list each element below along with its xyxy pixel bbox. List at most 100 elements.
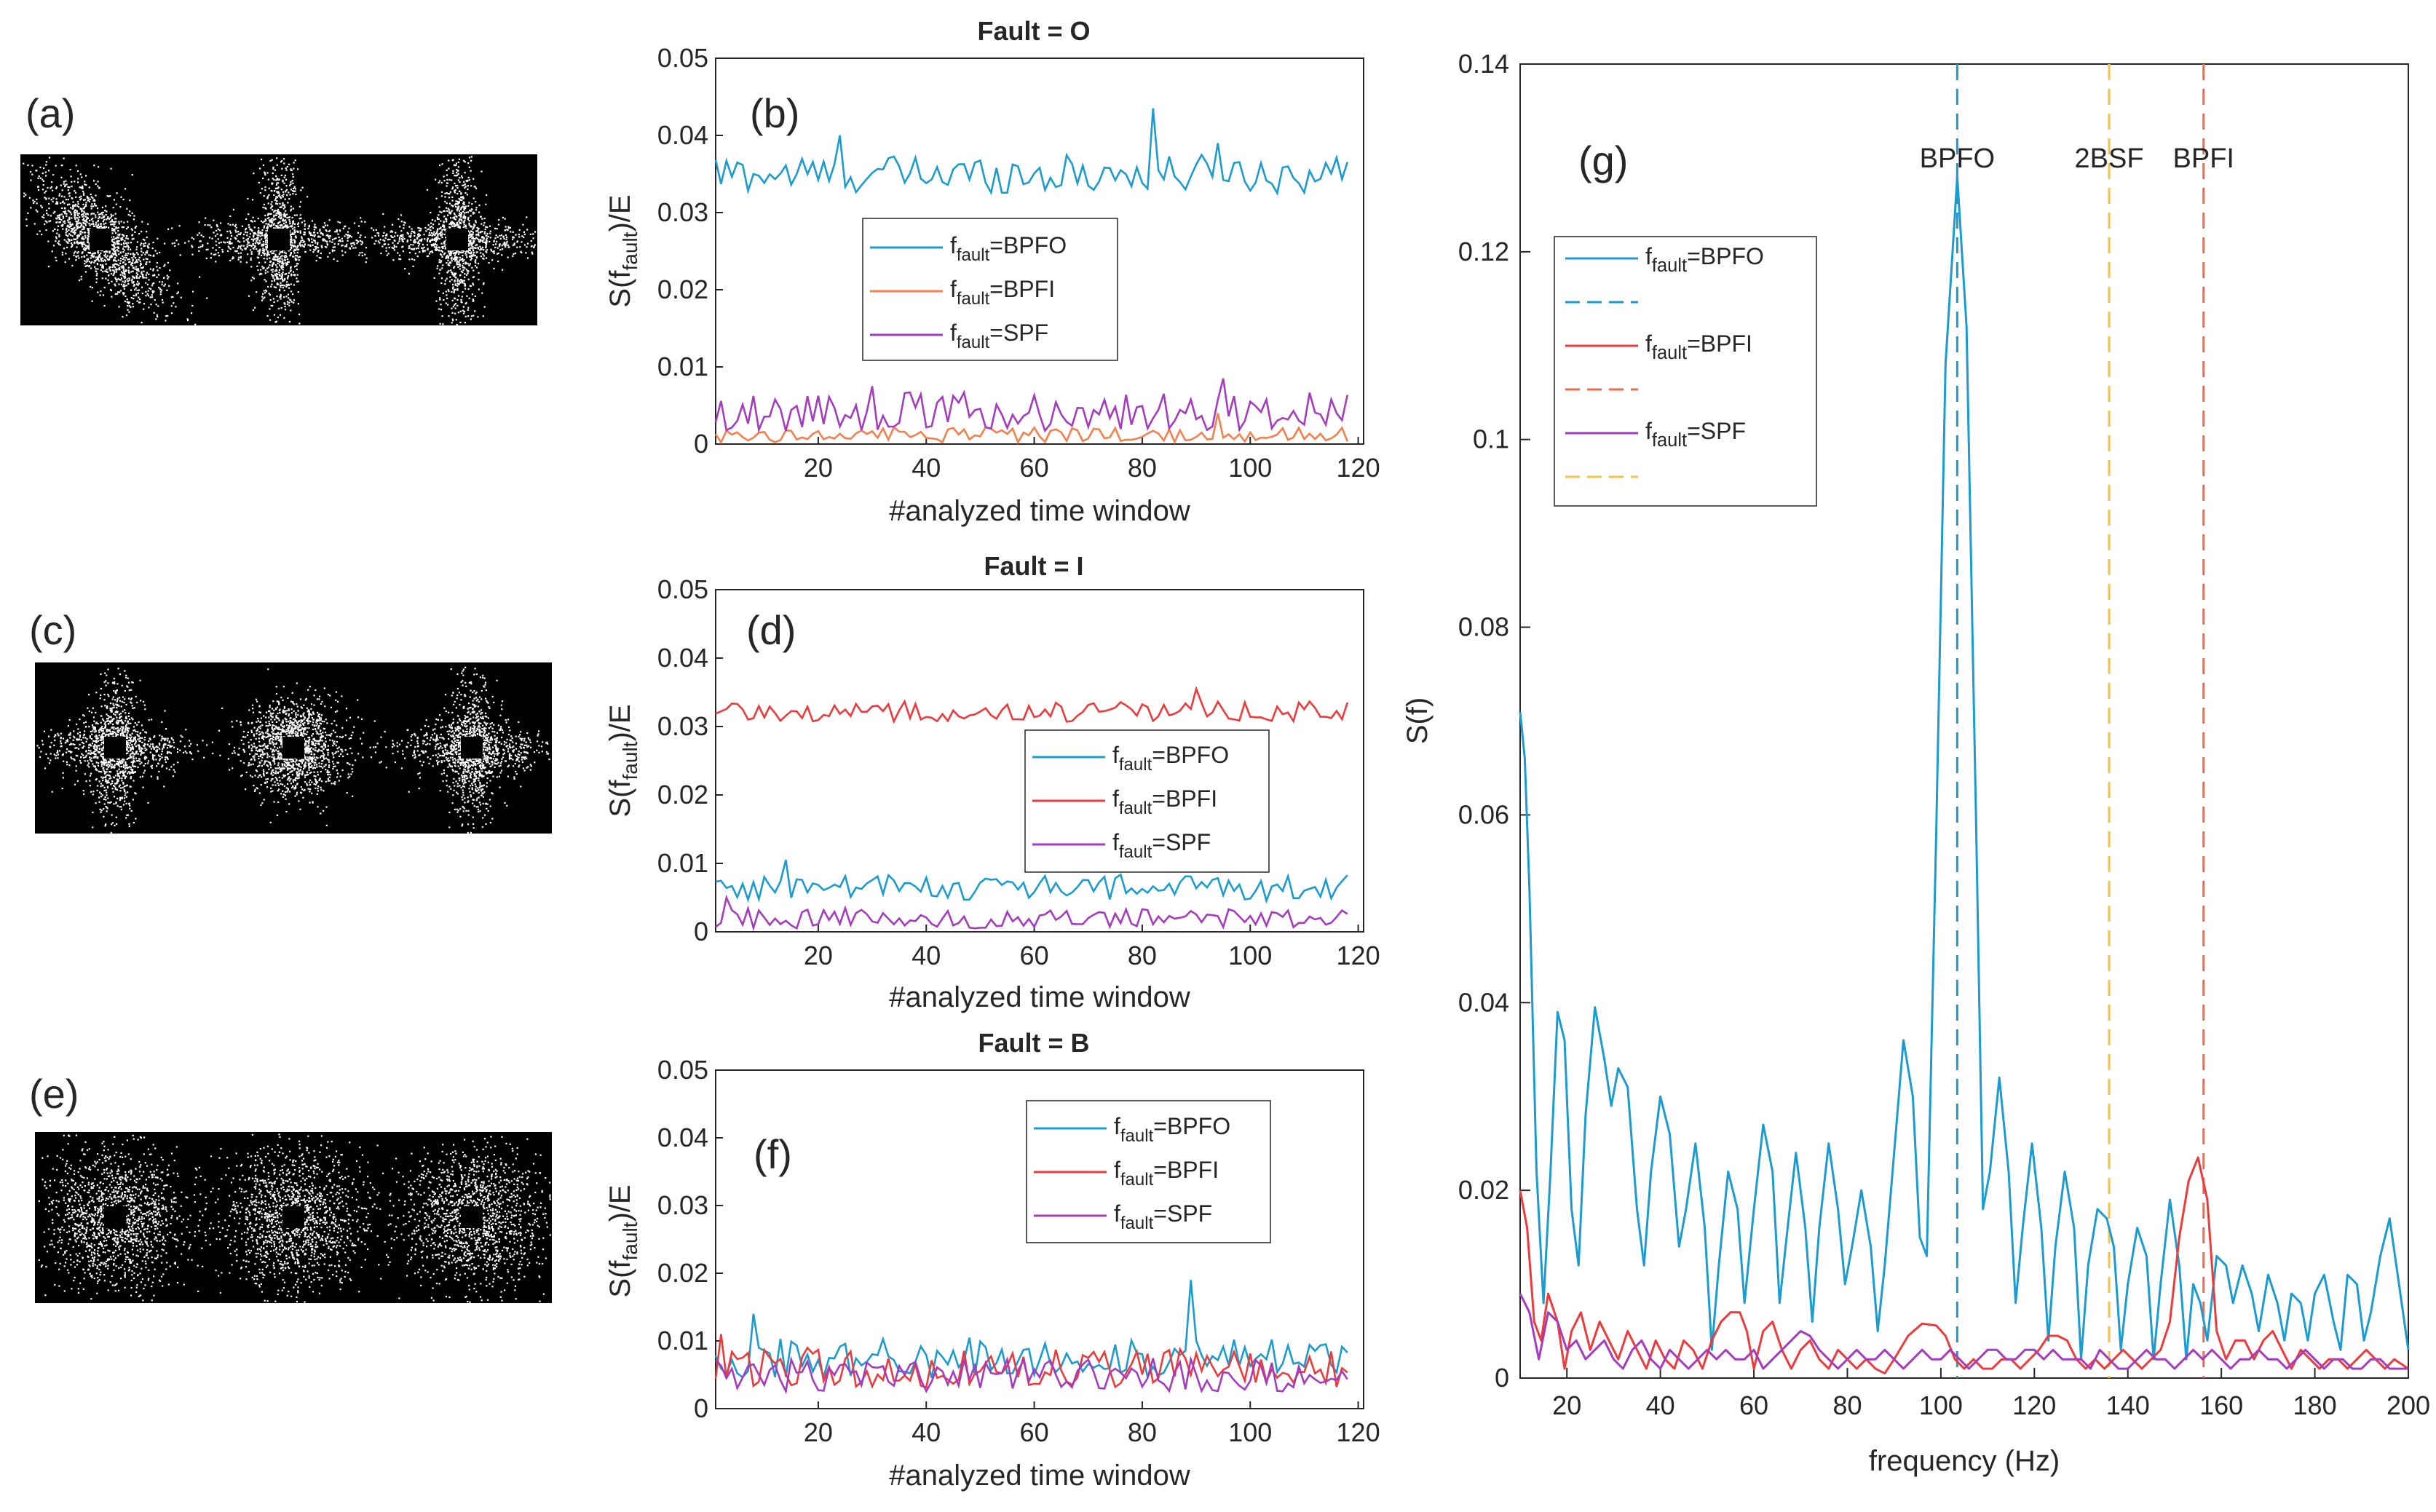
- scatter-dot: [333, 250, 336, 252]
- scatter-dot: [63, 157, 65, 159]
- scatter-dot: [414, 242, 416, 244]
- scatter-dot: [118, 242, 120, 245]
- scatter-dot: [440, 211, 443, 213]
- scatter-dot: [146, 245, 149, 247]
- scatter-dot: [80, 278, 82, 280]
- scatter-dot: [149, 261, 151, 263]
- scatter-dot: [103, 760, 105, 762]
- scatter-dot: [125, 703, 127, 706]
- scatter-dot: [486, 257, 488, 259]
- scatter-dot: [118, 221, 120, 223]
- scatter-dot: [118, 283, 120, 285]
- scatter-dot: [80, 761, 82, 764]
- scatter-dot: [130, 271, 133, 273]
- scatter-dot: [112, 732, 114, 735]
- scatter-dot: [521, 251, 523, 253]
- scatter-dot: [135, 742, 137, 744]
- scatter-dot: [448, 290, 450, 293]
- scatter-dot: [145, 295, 147, 297]
- scatter-dot: [262, 248, 264, 250]
- scatter-dot: [127, 246, 130, 248]
- scatter-dot: [165, 320, 167, 322]
- scatter-dot: [81, 176, 83, 178]
- scatter-dot: [177, 291, 179, 293]
- scatter-dot: [279, 261, 281, 264]
- scatter-dot: [443, 234, 446, 236]
- scatter-dot: [431, 245, 433, 247]
- scatter-dot: [180, 296, 182, 298]
- scatter-dot: [456, 323, 458, 326]
- scatter-dot: [352, 247, 355, 249]
- scatter-dot: [271, 205, 273, 207]
- scatter-dot: [521, 235, 523, 237]
- scatter-dot: [212, 752, 214, 755]
- scatter-dot: [315, 248, 317, 250]
- scatter-dot: [97, 207, 99, 210]
- scatter-dot: [97, 224, 99, 226]
- scatter-dot: [293, 245, 296, 247]
- scatter-dot: [298, 313, 301, 315]
- scatter-dot: [135, 751, 138, 753]
- scatter-dot: [145, 290, 147, 293]
- scatter-dot: [168, 769, 170, 771]
- scatter-dot: [236, 234, 238, 237]
- scatter-dot: [443, 226, 446, 229]
- scatter-dot: [91, 287, 94, 289]
- scatter-dot: [85, 175, 87, 177]
- scatter-dot: [505, 226, 507, 228]
- scatter-dot: [117, 230, 119, 232]
- scatter-dot: [190, 743, 192, 745]
- scatter-dot: [443, 253, 446, 256]
- scatter-dot: [114, 253, 116, 255]
- scatter-dot: [94, 252, 97, 254]
- scatter-dot: [286, 285, 288, 287]
- scatter-dot: [454, 189, 456, 191]
- scatter-dot: [95, 205, 98, 207]
- scatter-dot: [278, 194, 280, 196]
- scatter-dot: [285, 219, 287, 221]
- scatter-dot: [291, 216, 293, 219]
- scatter-dot: [448, 223, 451, 225]
- scatter-dot: [74, 783, 76, 785]
- scatter-dot: [264, 207, 266, 209]
- scatter-dot: [460, 192, 462, 194]
- scatter-dot: [478, 233, 480, 236]
- scatter-dot: [124, 188, 127, 190]
- scatter-dot: [282, 194, 285, 196]
- scatter-dot: [280, 214, 282, 216]
- scatter-dot: [116, 689, 118, 692]
- scatter-dot: [67, 219, 69, 221]
- scatter-dot: [100, 743, 103, 745]
- scatter-dot: [302, 245, 304, 248]
- scatter-dot: [257, 250, 259, 253]
- scatter-dot: [97, 220, 100, 222]
- scatter-dot: [280, 307, 282, 309]
- scatter-dot: [119, 761, 122, 764]
- scatter-dot: [141, 254, 143, 256]
- scatter-dot: [231, 242, 233, 245]
- scatter-dot: [273, 194, 275, 197]
- scatter-dot: [209, 224, 211, 226]
- scatter-dot: [452, 283, 454, 285]
- scatter-dot: [95, 721, 98, 724]
- scatter-dot: [248, 295, 250, 297]
- scatter-dot: [460, 258, 462, 261]
- scatter-dot: [55, 259, 58, 262]
- scatter-dot: [121, 721, 123, 723]
- scatter-dot: [92, 826, 94, 828]
- scatter-dot: [393, 245, 395, 247]
- scatter-dot: [176, 751, 179, 753]
- scatter-dot: [173, 242, 175, 244]
- scatter-dot: [262, 177, 264, 180]
- scatter-dot: [67, 740, 69, 743]
- scatter-dot: [125, 741, 127, 744]
- scatter-dot: [92, 205, 94, 207]
- scatter-dot: [74, 205, 76, 207]
- scatter-dot: [266, 245, 269, 248]
- scatter-dot: [507, 246, 510, 248]
- scatter-dot: [485, 245, 487, 248]
- scatter-dot: [68, 240, 70, 242]
- scatter-dot: [95, 755, 97, 757]
- scatter-dot: [292, 293, 294, 296]
- scatter-dot: [135, 287, 137, 289]
